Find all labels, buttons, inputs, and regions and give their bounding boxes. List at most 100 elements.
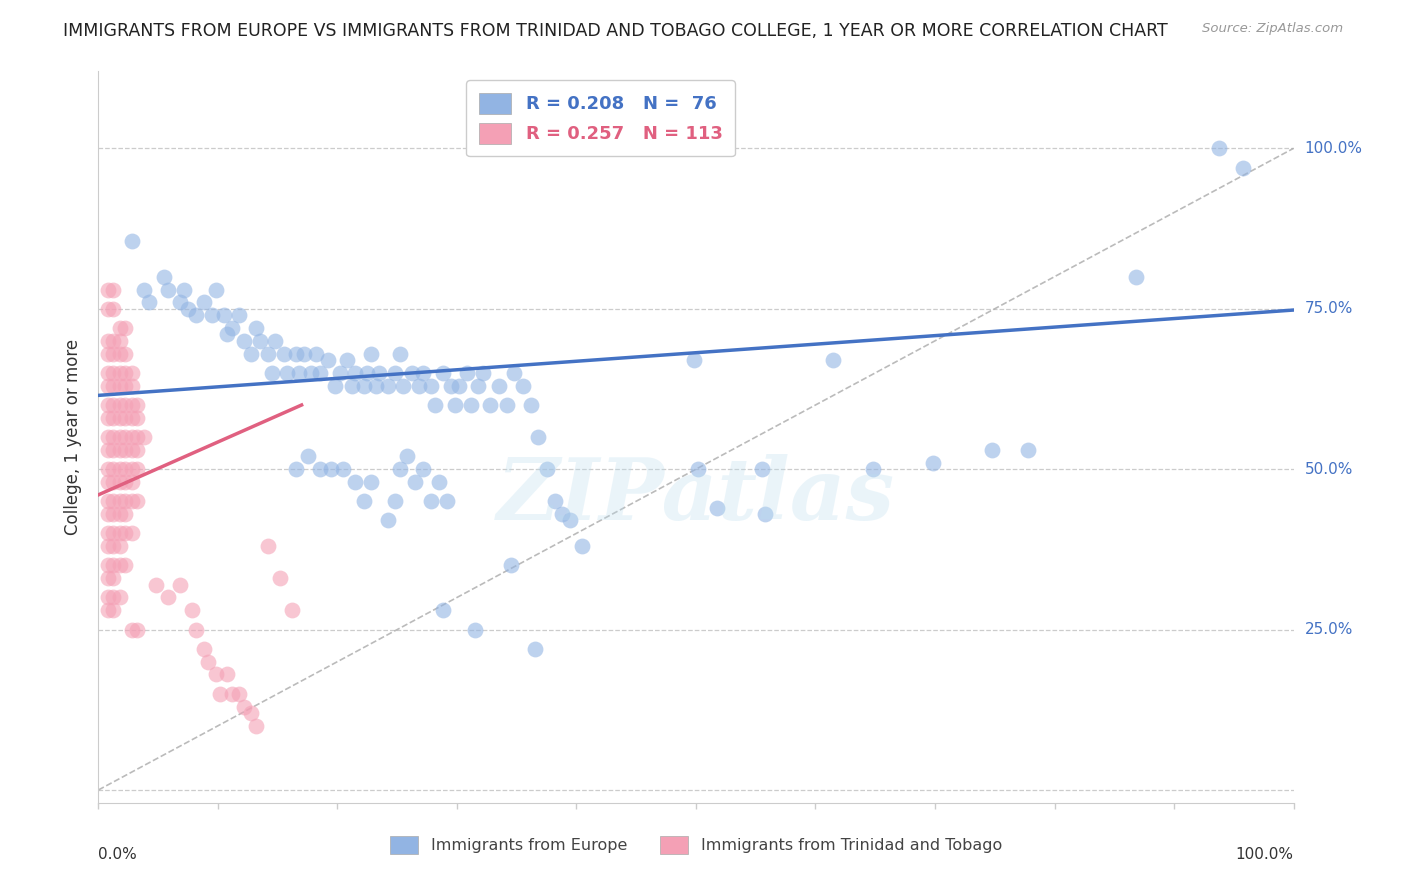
Point	[108, 366, 131, 380]
Point	[121, 462, 143, 476]
Point	[523, 641, 546, 656]
Point	[388, 346, 411, 360]
Point	[257, 539, 280, 553]
Point	[101, 507, 124, 521]
Text: 50.0%: 50.0%	[1305, 462, 1353, 476]
Point	[512, 378, 534, 392]
Point	[101, 398, 124, 412]
Point	[101, 430, 124, 444]
Point	[323, 378, 346, 392]
Point	[108, 410, 131, 425]
Point	[269, 571, 291, 585]
Point	[121, 410, 143, 425]
Point	[544, 494, 567, 508]
Point	[297, 450, 319, 464]
Point	[121, 235, 143, 249]
Point	[1017, 442, 1039, 457]
Point	[97, 301, 120, 316]
Point	[299, 366, 322, 380]
Text: 100.0%: 100.0%	[1305, 141, 1362, 156]
Legend: Immigrants from Europe, Immigrants from Trinidad and Tobago: Immigrants from Europe, Immigrants from …	[384, 830, 1008, 861]
Point	[101, 526, 124, 541]
Point	[108, 475, 131, 489]
Point	[101, 410, 124, 425]
Point	[114, 494, 136, 508]
Point	[520, 398, 543, 412]
Point	[108, 494, 131, 508]
Point	[108, 539, 131, 553]
Point	[108, 346, 131, 360]
Point	[186, 308, 208, 322]
Point	[138, 295, 160, 310]
Point	[132, 283, 155, 297]
Point	[527, 430, 550, 444]
Point	[706, 500, 728, 515]
Point	[108, 558, 131, 573]
Point	[823, 353, 845, 368]
Point	[114, 410, 136, 425]
Point	[754, 507, 776, 521]
Point	[332, 462, 354, 476]
Point	[108, 507, 131, 521]
Point	[292, 346, 315, 360]
Point	[125, 398, 148, 412]
Point	[108, 430, 131, 444]
Point	[125, 462, 148, 476]
Point	[180, 603, 202, 617]
Point	[97, 346, 120, 360]
Point	[456, 366, 478, 380]
Point	[368, 366, 391, 380]
Point	[321, 462, 343, 476]
Point	[121, 430, 143, 444]
Point	[101, 494, 124, 508]
Point	[101, 462, 124, 476]
Point	[125, 410, 148, 425]
Point	[125, 623, 148, 637]
Point	[264, 334, 287, 348]
Point	[419, 378, 441, 392]
Point	[97, 398, 120, 412]
Point	[114, 507, 136, 521]
Point	[388, 462, 411, 476]
Point	[114, 321, 136, 335]
Point	[114, 366, 136, 380]
Point	[336, 353, 359, 368]
Point	[121, 526, 143, 541]
Point	[217, 667, 239, 681]
Point	[101, 346, 124, 360]
Point	[472, 366, 495, 380]
Point	[245, 321, 267, 335]
Point	[981, 442, 1004, 457]
Point	[97, 591, 120, 605]
Text: 100.0%: 100.0%	[1236, 847, 1294, 862]
Point	[364, 378, 387, 392]
Point	[114, 430, 136, 444]
Point	[344, 366, 367, 380]
Point	[688, 462, 710, 476]
Point	[114, 558, 136, 573]
Text: 25.0%: 25.0%	[1305, 622, 1353, 637]
Point	[201, 308, 224, 322]
Point	[284, 346, 307, 360]
Point	[108, 462, 131, 476]
Point	[233, 334, 256, 348]
Text: 75.0%: 75.0%	[1305, 301, 1353, 317]
Point	[240, 346, 263, 360]
Point	[356, 366, 378, 380]
Point	[114, 462, 136, 476]
Point	[384, 366, 406, 380]
Point	[121, 398, 143, 412]
Point	[173, 283, 195, 297]
Point	[101, 301, 124, 316]
Point	[432, 366, 454, 380]
Point	[862, 462, 884, 476]
Point	[101, 591, 124, 605]
Point	[121, 475, 143, 489]
Point	[316, 353, 339, 368]
Point	[921, 456, 943, 470]
Point	[108, 398, 131, 412]
Point	[1232, 161, 1254, 175]
Point	[1208, 141, 1230, 155]
Point	[503, 366, 526, 380]
Point	[132, 430, 155, 444]
